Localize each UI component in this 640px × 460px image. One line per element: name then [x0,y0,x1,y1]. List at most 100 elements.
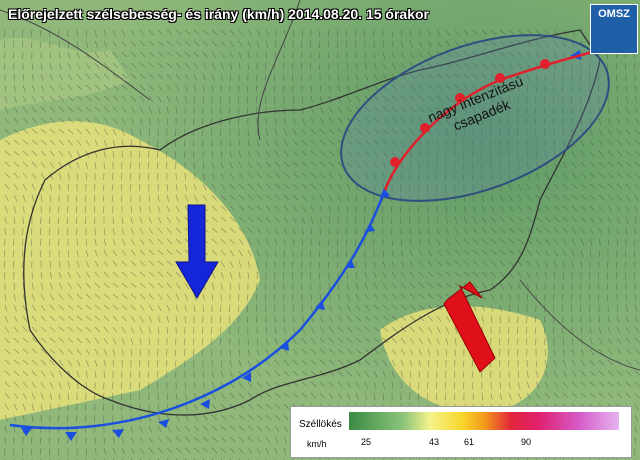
barb [4,161,11,167]
barb [156,150,159,158]
barb [444,172,447,180]
barb [391,293,398,300]
barb [616,304,619,312]
barb [30,40,33,48]
barb [562,271,565,279]
barb [40,370,46,377]
barb [103,205,105,213]
barb [49,282,54,290]
barb [490,260,497,266]
barb [588,282,591,290]
barb [490,304,494,312]
barb [156,370,159,378]
barb [22,260,24,269]
barb [481,271,488,278]
barb [382,293,388,300]
barb [607,370,614,376]
barb [607,348,613,355]
barb [130,51,137,58]
barb [292,205,298,212]
barb [445,260,452,267]
barb [598,128,603,136]
barb [229,304,231,312]
barb [202,84,205,92]
barb [589,238,593,246]
barb [580,150,586,158]
barb [607,238,610,246]
barb [580,95,582,103]
barb [418,337,423,345]
barb [616,150,623,156]
barb [246,315,249,323]
barb [202,51,208,58]
barb [400,40,404,48]
barb [291,282,294,290]
barb [130,128,134,136]
barb [508,249,515,255]
barb [310,161,317,167]
barb [382,271,387,279]
barb [265,447,270,455]
barb [238,117,240,126]
barb [211,425,218,431]
barb [49,117,56,123]
barb [247,392,254,399]
barb [174,150,177,158]
barb [192,348,195,356]
barb [562,392,569,399]
barb [499,315,501,324]
barb [238,359,242,367]
barb [22,205,25,213]
barb [553,40,558,48]
barb [589,205,596,212]
barb [256,194,263,200]
barb [571,359,576,367]
logo-text: OMSZ [598,8,630,20]
barb [139,249,146,256]
barb [598,139,604,146]
barb [292,172,299,178]
barb [255,293,258,301]
barb [166,227,172,234]
barb [76,128,83,135]
barb [49,84,55,92]
barb [409,249,413,257]
barb [31,348,38,354]
barb [247,348,250,356]
barb [589,359,595,366]
barb [13,238,15,246]
barb [148,194,150,202]
barb [139,315,144,323]
barb [256,249,260,257]
barb [49,172,54,180]
barb [283,161,290,167]
barb [256,370,262,377]
barb [552,106,555,114]
barb [517,216,524,222]
barb [328,381,334,388]
barb [463,238,469,245]
barb [355,139,362,145]
barb [346,150,353,157]
barb [148,51,155,57]
barb [112,73,119,79]
barb [4,425,7,433]
barb [184,84,188,92]
barb [327,40,330,48]
barb [202,183,207,191]
barb [544,271,548,279]
barb [634,337,640,344]
barb [121,271,128,277]
arrow-down [175,204,219,299]
barb [139,62,146,68]
barb [130,73,137,79]
barb [562,337,564,345]
barb [67,315,74,321]
barb [535,381,540,389]
barb [40,117,47,123]
barb [184,381,187,389]
barb [328,315,333,323]
barb [355,370,361,377]
barb [310,205,315,213]
barb [336,249,339,257]
